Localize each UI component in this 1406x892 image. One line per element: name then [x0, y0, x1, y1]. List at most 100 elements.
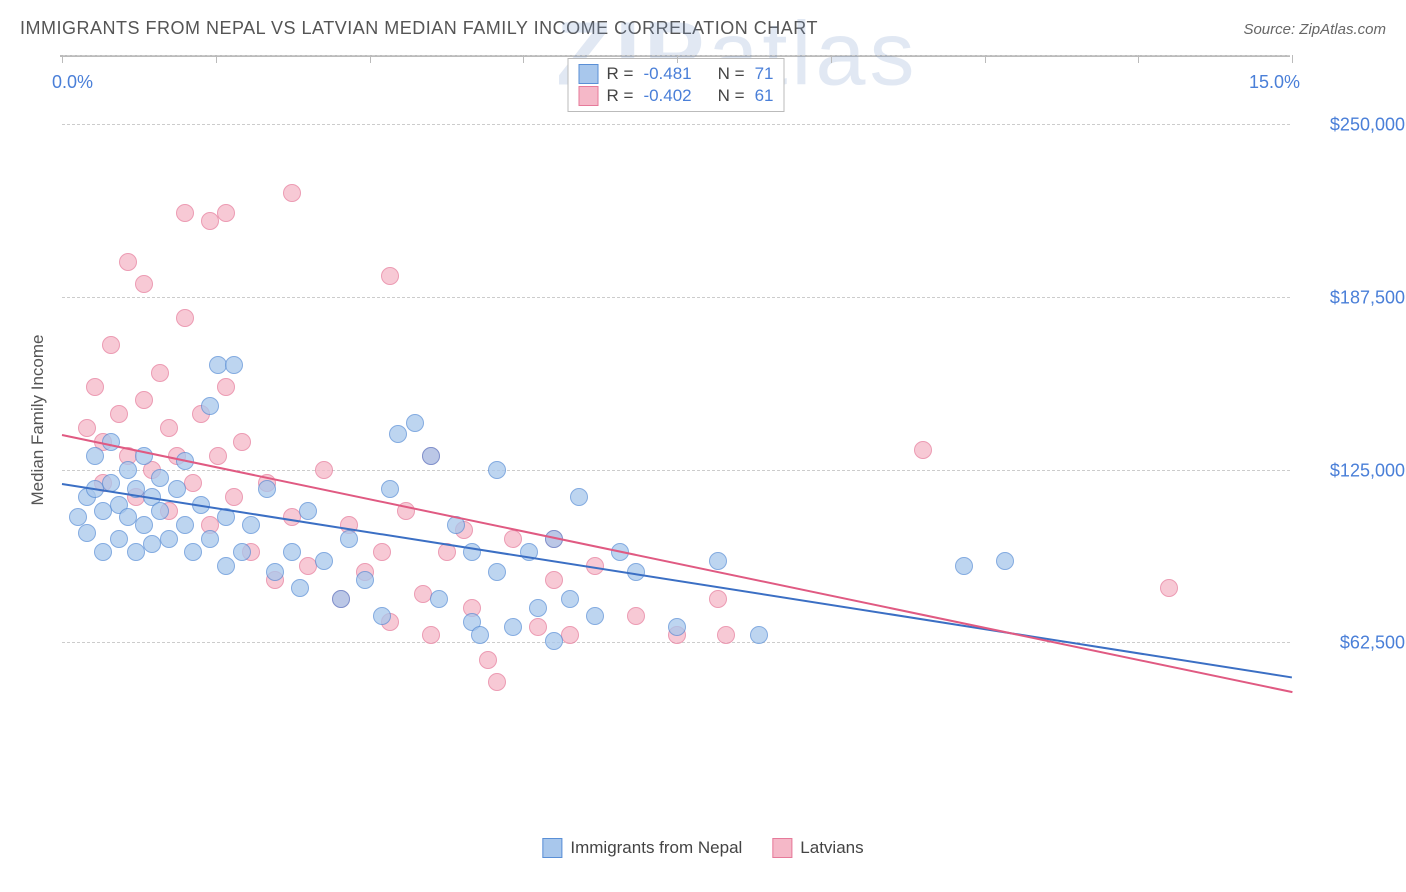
swatch-series-0	[542, 838, 562, 858]
scatter-point	[356, 571, 374, 589]
scatter-point	[488, 461, 506, 479]
scatter-point	[504, 618, 522, 636]
scatter-point	[119, 461, 137, 479]
y-tick-label: $187,500	[1305, 287, 1405, 308]
scatter-point	[545, 632, 563, 650]
scatter-point	[242, 516, 260, 534]
trend-line	[62, 483, 1292, 678]
bottom-legend: Immigrants from Nepal Latvians	[542, 838, 863, 858]
scatter-point	[86, 447, 104, 465]
n-value-series-0: 71	[755, 64, 774, 84]
scatter-point	[299, 502, 317, 520]
scatter-point	[291, 579, 309, 597]
n-label: N =	[718, 86, 745, 106]
legend-item-series-1: Latvians	[772, 838, 863, 858]
scatter-point	[225, 356, 243, 374]
scatter-point	[389, 425, 407, 443]
scatter-point	[201, 397, 219, 415]
scatter-point	[373, 543, 391, 561]
scatter-point	[94, 543, 112, 561]
scatter-point	[471, 626, 489, 644]
x-tick	[1138, 55, 1139, 63]
x-tick	[62, 55, 63, 63]
scatter-point	[422, 626, 440, 644]
scatter-point	[529, 618, 547, 636]
x-tick	[370, 55, 371, 63]
scatter-point	[488, 563, 506, 581]
scatter-point	[217, 378, 235, 396]
scatter-point	[217, 204, 235, 222]
chart-container: IMMIGRANTS FROM NEPAL VS LATVIAN MEDIAN …	[0, 0, 1406, 892]
scatter-point	[315, 552, 333, 570]
scatter-point	[151, 502, 169, 520]
scatter-point	[668, 618, 686, 636]
y-tick-label: $125,000	[1305, 460, 1405, 481]
scatter-point	[709, 590, 727, 608]
legend-item-series-0: Immigrants from Nepal	[542, 838, 742, 858]
stats-legend: R = -0.481 N = 71 R = -0.402 N = 61	[568, 58, 785, 112]
n-label: N =	[718, 64, 745, 84]
scatter-point	[86, 378, 104, 396]
scatter-point	[315, 461, 333, 479]
scatter-point	[143, 535, 161, 553]
scatter-point	[750, 626, 768, 644]
scatter-point	[78, 524, 96, 542]
stats-row-series-0: R = -0.481 N = 71	[579, 63, 774, 85]
scatter-point	[545, 571, 563, 589]
scatter-point	[381, 480, 399, 498]
scatter-point	[627, 607, 645, 625]
scatter-point	[176, 204, 194, 222]
gridline	[62, 55, 1290, 56]
scatter-point	[110, 530, 128, 548]
scatter-point	[184, 474, 202, 492]
scatter-point	[586, 607, 604, 625]
r-value-series-1: -0.402	[643, 86, 691, 106]
scatter-point	[283, 184, 301, 202]
scatter-point	[135, 516, 153, 534]
r-label: R =	[607, 64, 634, 84]
swatch-series-0	[579, 64, 599, 84]
scatter-point	[488, 673, 506, 691]
title-bar: IMMIGRANTS FROM NEPAL VS LATVIAN MEDIAN …	[20, 18, 1386, 39]
scatter-point	[69, 508, 87, 526]
x-tick	[677, 55, 678, 63]
scatter-point	[373, 607, 391, 625]
x-axis-max-label: 15.0%	[1249, 72, 1300, 93]
scatter-point	[561, 590, 579, 608]
scatter-point	[209, 356, 227, 374]
x-axis-min-label: 0.0%	[52, 72, 93, 93]
scatter-point	[78, 419, 96, 437]
scatter-point	[176, 309, 194, 327]
scatter-point	[119, 508, 137, 526]
swatch-series-1	[579, 86, 599, 106]
y-axis-title: Median Family Income	[28, 334, 48, 505]
chart-title: IMMIGRANTS FROM NEPAL VS LATVIAN MEDIAN …	[20, 18, 818, 39]
scatter-point	[176, 516, 194, 534]
scatter-point	[406, 414, 424, 432]
scatter-point	[233, 543, 251, 561]
scatter-point	[283, 543, 301, 561]
scatter-point	[529, 599, 547, 617]
legend-label-series-0: Immigrants from Nepal	[570, 838, 742, 858]
scatter-point	[422, 447, 440, 465]
scatter-point	[504, 530, 522, 548]
scatter-point	[996, 552, 1014, 570]
scatter-point	[127, 543, 145, 561]
y-tick-label: $250,000	[1305, 115, 1405, 136]
scatter-point	[332, 590, 350, 608]
stats-row-series-1: R = -0.402 N = 61	[579, 85, 774, 107]
scatter-point	[570, 488, 588, 506]
scatter-point	[299, 557, 317, 575]
scatter-point	[201, 212, 219, 230]
legend-label-series-1: Latvians	[800, 838, 863, 858]
scatter-point	[110, 405, 128, 423]
scatter-point	[381, 267, 399, 285]
x-tick	[523, 55, 524, 63]
gridline: $125,000	[62, 470, 1290, 471]
scatter-point	[430, 590, 448, 608]
scatter-point	[225, 488, 243, 506]
scatter-point	[135, 275, 153, 293]
scatter-point	[209, 447, 227, 465]
scatter-point	[1160, 579, 1178, 597]
n-value-series-1: 61	[755, 86, 774, 106]
